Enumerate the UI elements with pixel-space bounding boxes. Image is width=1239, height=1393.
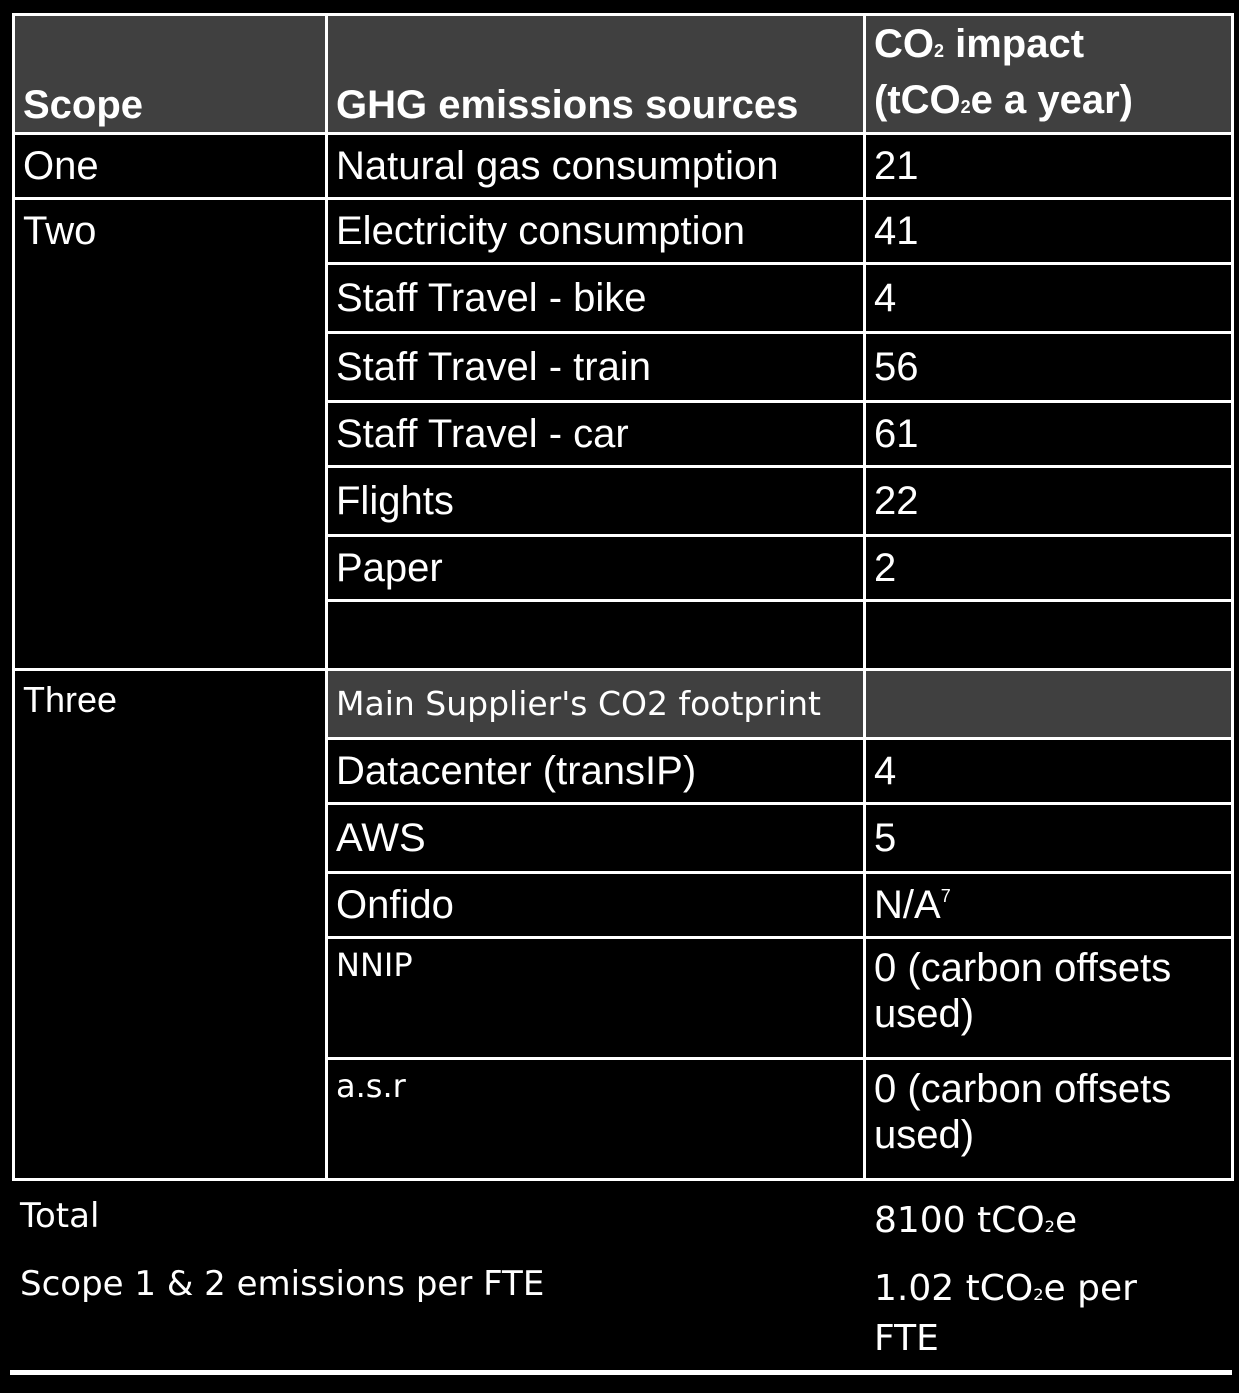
table-row: Paper 2 xyxy=(14,534,1234,602)
header-impact-line1-suffix: impact xyxy=(944,22,1085,66)
value-onfido-text: N/A xyxy=(874,883,941,927)
source-car: Staff Travel - car xyxy=(325,400,866,468)
source-datacenter: Datacenter (transIP) xyxy=(325,737,866,805)
table-row: Flights 22 xyxy=(14,465,1234,537)
source-onfido: Onfido xyxy=(325,871,866,939)
emissions-table: Scope GHG emissions sources CO2 impact (t… xyxy=(12,13,1234,1181)
value-car: 61 xyxy=(863,400,1234,468)
value-train: 56 xyxy=(863,331,1234,403)
bottom-rule xyxy=(10,1370,1232,1375)
value-aws: 5 xyxy=(863,802,1234,874)
scope-three: Three xyxy=(12,668,328,1181)
value-flights: 22 xyxy=(863,465,1234,537)
per-fte-value: 1.02 tCO2e per FTE xyxy=(874,1264,1204,1365)
table-row: One Natural gas consumption 21 xyxy=(12,132,1234,200)
value-electricity: 41 xyxy=(863,197,1234,265)
total-value-sub: 2 xyxy=(1044,1217,1055,1236)
total-value: 8100 tCO2e xyxy=(874,1196,1077,1246)
scope-one: One xyxy=(12,132,328,200)
source-paper: Paper xyxy=(325,534,866,602)
per-fte-value-suffix: e per FTE xyxy=(874,1268,1137,1360)
table-row: Staff Travel - car 61 xyxy=(14,400,1234,468)
source-bike: Staff Travel - bike xyxy=(325,262,866,334)
total-value-prefix: 8100 tCO xyxy=(874,1200,1045,1241)
source-suppliers-header: Main Supplier's CO2 footprint xyxy=(325,668,866,740)
source-nnip: NNIP xyxy=(325,936,866,1060)
value-suppliers-header xyxy=(863,668,1234,740)
per-fte-value-prefix: 1.02 tCO xyxy=(874,1268,1034,1309)
value-bike: 4 xyxy=(863,262,1234,334)
header-scope: Scope xyxy=(12,13,328,135)
header-sources: GHG emissions sources xyxy=(325,13,866,135)
header-impact-line2-prefix: (tCO xyxy=(874,78,961,122)
table-row: NNIP 0 (carbon offsets used) xyxy=(14,936,1234,1060)
per-fte-value-sub: 2 xyxy=(1033,1285,1044,1304)
source-asr: a.s.r xyxy=(325,1057,866,1181)
header-impact-line1-sub: 2 xyxy=(934,41,945,61)
header-impact-line1-prefix: CO xyxy=(874,22,934,66)
header-impact-line2-sub: 2 xyxy=(960,97,971,117)
total-label: Total xyxy=(20,1196,100,1236)
value-onfido: N/A7 xyxy=(863,871,1234,939)
value-empty xyxy=(863,599,1234,671)
source-empty xyxy=(325,599,866,671)
table-row: Onfido N/A7 xyxy=(14,871,1234,939)
per-fte-label: Scope 1 & 2 emissions per FTE xyxy=(20,1264,545,1304)
source-electricity: Electricity consumption xyxy=(325,197,866,265)
table-row: Two Electricity consumption 41 xyxy=(12,197,1234,671)
source-train: Staff Travel - train xyxy=(325,331,866,403)
value-paper: 2 xyxy=(863,534,1234,602)
source-natural-gas: Natural gas consumption xyxy=(325,132,866,200)
table-row: Staff Travel - train 56 xyxy=(14,331,1234,403)
value-asr: 0 (carbon offsets used) xyxy=(863,1057,1234,1181)
source-aws: AWS xyxy=(325,802,866,874)
table-row: Datacenter (transIP) 4 xyxy=(14,737,1234,805)
source-flights: Flights xyxy=(325,465,866,537)
footnote-marker: 7 xyxy=(940,885,951,906)
total-value-suffix: e xyxy=(1054,1200,1078,1241)
table-row: Three Main Supplier's CO2 footprint xyxy=(12,668,1234,1181)
table-row: Staff Travel - bike 4 xyxy=(14,262,1234,334)
value-nnip: 0 (carbon offsets used) xyxy=(863,936,1234,1060)
table-row: a.s.r 0 (carbon offsets used) xyxy=(14,1057,1234,1181)
value-natural-gas: 21 xyxy=(863,132,1234,200)
table-row: AWS 5 xyxy=(14,802,1234,874)
scope-two: Two xyxy=(12,197,328,671)
header-impact: CO2 impact (tCO2e a year) xyxy=(863,13,1234,135)
header-impact-line2-suffix: e a year) xyxy=(970,78,1133,122)
header-row: Scope GHG emissions sources CO2 impact (t… xyxy=(12,13,1234,135)
value-datacenter: 4 xyxy=(863,737,1234,805)
table-row-empty xyxy=(14,599,1234,671)
